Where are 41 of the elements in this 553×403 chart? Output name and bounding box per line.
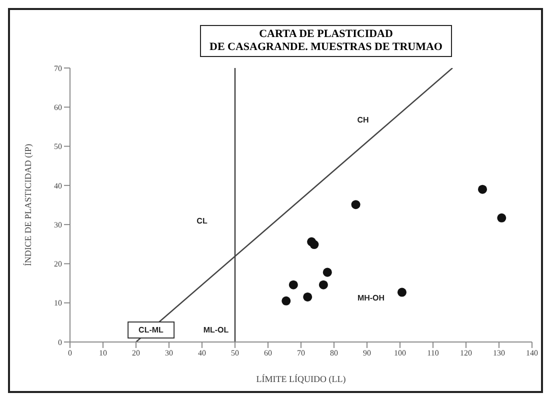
x-tick-label: 90: [363, 348, 371, 358]
x-tick-label: 0: [68, 348, 72, 358]
y-axis-title: ÍNDICE DE PLASTICIDAD (IP): [23, 144, 34, 266]
annotation: ML-OL: [203, 326, 229, 334]
y-tick-label: 0: [58, 338, 62, 347]
point: [351, 200, 360, 210]
point: [397, 288, 406, 297]
annotation: CL-ML: [128, 322, 174, 338]
x-axis-title: LÍMITE LÍQUIDO (LL): [256, 374, 346, 384]
y-tick-label: 50: [54, 142, 62, 152]
x-tick-label: 10: [99, 348, 107, 358]
x-tick-label: 120: [460, 348, 472, 358]
point: [322, 268, 332, 277]
x-tick-label: 70: [297, 348, 305, 358]
annotation: CL: [196, 216, 208, 226]
point: [303, 292, 312, 302]
x-tick-label: 140: [526, 348, 538, 358]
point: [497, 213, 506, 222]
y-tick-label: 10: [54, 298, 62, 308]
point: [282, 296, 291, 306]
x-tick-label: 130: [493, 348, 505, 358]
annotation: CH: [357, 116, 369, 124]
x-tick-label: 40: [198, 348, 206, 358]
x-tick-label: 110: [427, 348, 439, 358]
point: [310, 240, 319, 250]
y-tick-label: 70: [54, 64, 62, 73]
annotation: MH-OH: [357, 294, 385, 302]
x-tick-label: 30: [165, 348, 173, 358]
x-tick-label: 100: [394, 348, 406, 358]
point: [318, 280, 328, 290]
y-tick-label: 40: [54, 181, 62, 190]
x-tick-label: 20: [132, 348, 140, 358]
x-tick-label: 50: [231, 348, 239, 358]
x-tick-label: 60: [264, 348, 272, 358]
y-tick-label: 60: [54, 102, 62, 112]
x-tick-label: 80: [330, 348, 338, 358]
y-tick-label: 30: [54, 220, 62, 230]
point: [288, 280, 298, 290]
point: [478, 184, 488, 194]
y-tick-label: 20: [54, 260, 62, 269]
chart-title: CARTA DE PLASTICIDAD DE CASAGRANDE. MUESTRAS DE TRUMAO: [200, 25, 452, 57]
